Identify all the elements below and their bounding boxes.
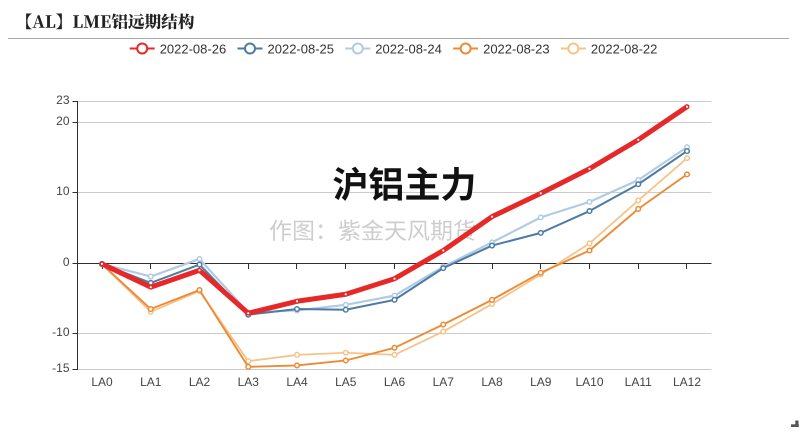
svg-text:2022-08-23: 2022-08-23 [483,41,549,56]
svg-text:2022-08-25: 2022-08-25 [268,41,335,56]
svg-text:LA12: LA12 [673,375,701,389]
svg-text:LA1: LA1 [140,375,162,389]
svg-text:LA9: LA9 [530,375,552,389]
svg-text:LA2: LA2 [189,375,211,389]
svg-text:20: 20 [56,114,70,128]
svg-text:LA8: LA8 [481,375,503,389]
svg-text:LA10: LA10 [575,375,603,389]
svg-text:-15: -15 [52,361,70,375]
svg-text:LA5: LA5 [335,375,357,389]
svg-text:-10: -10 [52,325,70,339]
svg-text:LA7: LA7 [433,375,455,389]
svg-text:23: 23 [56,93,70,107]
svg-text:LA3: LA3 [238,375,260,389]
svg-text:LA11: LA11 [625,375,652,389]
svg-text:LA4: LA4 [286,375,308,389]
svg-text:LA0: LA0 [91,375,113,389]
svg-text:2022-08-24: 2022-08-24 [375,41,442,56]
svg-text:0: 0 [63,255,70,269]
svg-text:2022-08-22: 2022-08-22 [591,41,658,56]
svg-text:10: 10 [56,184,70,198]
svg-text:LA6: LA6 [384,375,406,389]
svg-text:2022-08-26: 2022-08-26 [160,41,227,56]
